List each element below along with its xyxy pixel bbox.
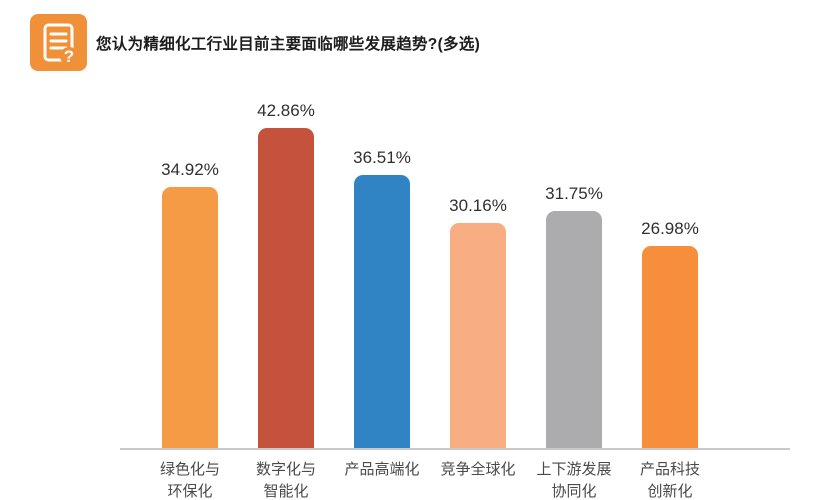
bar-value-label: 30.16% <box>449 196 507 215</box>
bar-chart: 34.92% 42.86% 36.51% 30.16% 31.75% 26.98% 绿色化… <box>120 90 790 500</box>
chart-header: ? 您认为精细化工行业目前主要面临哪些发展趋势?(多选) <box>30 14 480 71</box>
category-label: 数字化与 智能化 <box>255 461 316 500</box>
bar-value-label: 26.98% <box>641 219 699 238</box>
bar <box>258 128 314 448</box>
bar-column: 42.86% <box>238 101 334 448</box>
bar <box>162 187 218 448</box>
bar-value-label: 36.51% <box>353 148 411 167</box>
page-title: 您认为精细化工行业目前主要面临哪些发展趋势?(多选) <box>96 35 481 53</box>
bar-column: 30.16% <box>430 196 526 448</box>
category-label: 产品高端化 <box>344 461 420 478</box>
categories-row: 绿色化与 环保化 数字化与 智能化 产品高端化 竞争全球化 上下游发展 协同化 产品科技 … <box>120 459 790 500</box>
bars-row: 34.92% 42.86% 36.51% 30.16% 31.75% 26.98% <box>120 90 790 448</box>
category-label: 产品科技 创新化 <box>639 461 700 500</box>
category-label: 竞争全球化 <box>440 461 516 478</box>
bar <box>450 223 506 448</box>
bar-column: 34.92% <box>142 160 238 448</box>
bar-value-label: 34.92% <box>161 160 219 179</box>
category-label: 绿色化与 环保化 <box>159 461 220 500</box>
bar-value-label: 31.75% <box>545 184 603 203</box>
bar-column: 36.51% <box>334 148 430 448</box>
survey-question-icon: ? <box>30 14 87 71</box>
bar-value-label: 42.86% <box>257 101 315 120</box>
category-label: 上下游发展 协同化 <box>536 461 612 500</box>
bar-column: 26.98% <box>622 219 718 448</box>
bar-column: 31.75% <box>526 184 622 448</box>
bar <box>546 211 602 448</box>
svg-text:?: ? <box>64 47 74 66</box>
bar <box>642 246 698 448</box>
x-axis-line <box>120 448 790 450</box>
bar <box>354 175 410 448</box>
